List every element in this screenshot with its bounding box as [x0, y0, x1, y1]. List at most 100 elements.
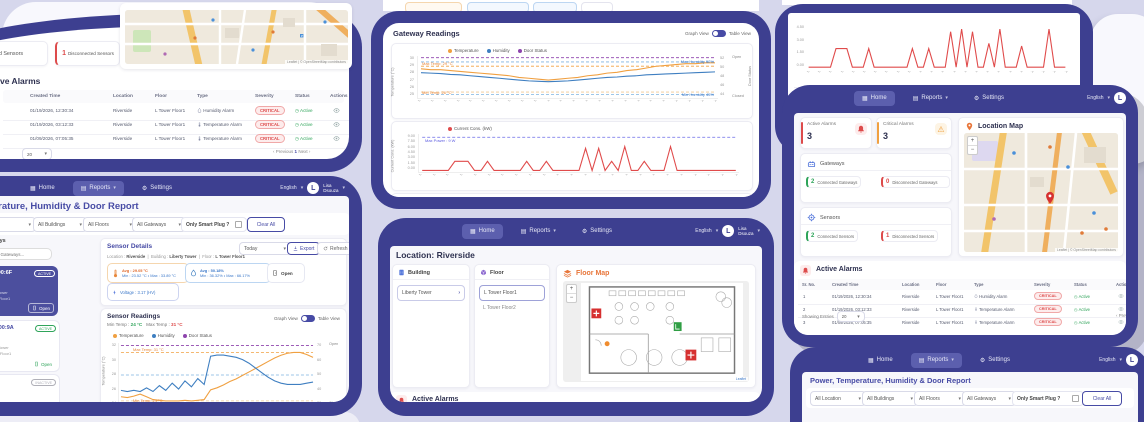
page-number[interactable]: 1 — [294, 149, 298, 154]
x-axis-tick-label: 02:00 — [443, 100, 458, 109]
chevron-down-icon: ▾ — [553, 228, 556, 234]
eye-icon[interactable] — [1118, 293, 1124, 299]
export-button[interactable]: Export — [287, 242, 321, 255]
nav-settings[interactable]: ⚙ Settings — [141, 185, 172, 192]
reports-icon: ▤ — [520, 228, 527, 235]
language-select[interactable]: English — [695, 228, 712, 234]
gateway-card[interactable]: 9:05:D0:9A ACTIVE 1:A4 Liberty Tower L T… — [0, 320, 60, 372]
smart-plug-filter[interactable]: Only Smart Plug ? — [1012, 391, 1084, 406]
eye-icon[interactable] — [333, 135, 340, 142]
x-axis-tick-label: 01:00 — [432, 174, 446, 182]
prev-button[interactable]: Previous — [275, 149, 294, 154]
cell-sr: 1 — [803, 294, 806, 299]
buildings-filter[interactable]: All Buildings ▾ — [33, 217, 87, 232]
window-dashboard: ▦ Home ▤ Reports ▾ ⚙ Settings English ▾ L Act… — [782, 85, 1138, 347]
pagination-clipped[interactable]: ‹ Previous — [1116, 313, 1126, 318]
street-map[interactable]: + − Leaflet | © OpenStreetMap contributor… — [964, 133, 1118, 252]
avatar[interactable]: L — [307, 182, 320, 194]
gateways-header: Gateways — [807, 159, 844, 168]
zoom-out-button[interactable]: − — [567, 293, 576, 302]
location-content: Location: Riverside Building Liberty Tow… — [390, 246, 762, 402]
location-filter[interactable]: All Location ▾ — [810, 391, 866, 406]
user-name[interactable]: Lisa Dsouza — [323, 183, 339, 193]
gateway-readings-content: Gateway Readings Graph View Table View Te… — [383, 23, 759, 197]
gateways-filter[interactable]: All Gateways ▾ — [132, 217, 186, 232]
nav-reports[interactable]: ▤ Reports ▾ — [910, 352, 962, 368]
clear-all-button[interactable]: Clear All — [247, 217, 285, 232]
gateway-search-input[interactable] — [0, 248, 52, 260]
street-map[interactable]: P Leaflet | © OpenStreetMap contributors — [125, 10, 348, 64]
zoom-in-button[interactable]: + — [970, 138, 975, 144]
nav-reports[interactable]: ▤ Reports ▾ — [520, 228, 556, 235]
nav-home[interactable]: ▦ Home — [854, 90, 895, 106]
buildings-filter[interactable]: All Buildings ▾ — [862, 391, 918, 406]
date-range-select[interactable]: Today ▾ — [239, 242, 291, 255]
eye-icon[interactable] — [333, 121, 340, 128]
door-open-label: Open — [732, 55, 742, 59]
eye-icon[interactable] — [1118, 319, 1124, 325]
map-zoom-control[interactable]: + − — [566, 284, 577, 303]
graph-table-toggle[interactable]: Graph View Table View — [684, 30, 751, 37]
gateway-id: 9:05:D0:6F — [0, 270, 13, 276]
language-select[interactable]: English — [280, 185, 297, 191]
gateway-card[interactable]: INACTIVE — [0, 374, 60, 402]
y-axis-tick-label: 4.50 — [407, 149, 415, 154]
refresh-button[interactable]: Refresh — [317, 242, 349, 255]
page-size-select[interactable]: 20 ▾ — [22, 148, 52, 159]
humidity-line — [421, 72, 715, 82]
thermometer-icon — [198, 122, 201, 127]
cell-floor: L Tower Floor1 — [155, 108, 186, 113]
x-axis-tick-label: 14:00 — [610, 174, 624, 182]
entries-select[interactable]: 20 ▾ — [836, 311, 865, 322]
cell-type: Humidity Alarm — [974, 294, 1007, 299]
avatar[interactable]: L — [1126, 354, 1138, 366]
floors-filter[interactable]: All Floors ▾ — [83, 217, 137, 232]
x-axis-tick-label: 00:00 — [418, 174, 432, 182]
nav-home[interactable]: ▦ Home — [868, 357, 893, 364]
view-switch[interactable] — [300, 315, 315, 322]
zoom-in-button[interactable]: + — [569, 286, 574, 292]
smart-plug-filter[interactable]: Only Smart Plug ? — [181, 217, 247, 232]
map-zoom-control[interactable]: + − — [967, 136, 978, 155]
nav-settings[interactable]: ⚙ Settings — [979, 357, 1010, 364]
bell-icon — [396, 395, 407, 402]
nav-reports[interactable]: ▤ Reports ▾ — [912, 95, 948, 102]
floor-item[interactable]: L Tower Floor2 — [483, 305, 516, 311]
gateways-filter[interactable]: All Gateways ▾ — [962, 391, 1016, 406]
nav-settings[interactable]: ⚙ Settings — [581, 228, 612, 235]
x-axis-ticks: 00:0001:0002:0003:0004:0005:0006:0007:00… — [417, 100, 717, 116]
floor-item-selected[interactable]: L Tower Floor1 — [479, 285, 545, 301]
nav-settings[interactable]: ⚙ Settings — [973, 95, 1004, 102]
zoom-out-button[interactable]: − — [968, 145, 977, 154]
floor-map-viewport[interactable]: + − — [563, 281, 749, 382]
next-button[interactable]: Next — [298, 149, 308, 154]
language-select[interactable]: English — [1087, 95, 1104, 101]
floors-filter[interactable]: All Floors ▾ — [914, 391, 966, 406]
nav-reports[interactable]: ▤ Reports ▾ — [72, 180, 124, 196]
next-arrow[interactable]: › — [308, 149, 311, 154]
top-nav: ▦ Home ▤ Reports ▾ ⚙ Settings English ▾ L Lis… — [0, 180, 349, 196]
x-axis-tick-label: 03:00 — [459, 174, 473, 182]
view-switch[interactable] — [711, 30, 726, 37]
nav-home[interactable]: ▦ Home — [462, 223, 503, 239]
prev-arrow[interactable]: ‹ — [273, 149, 275, 154]
x-axis-tick-label: 09:00 — [533, 100, 548, 109]
building-item-selected[interactable]: Liberty Tower › — [397, 285, 465, 301]
language-select[interactable]: English — [1099, 357, 1116, 363]
clear-all-button[interactable]: Clear All — [1082, 391, 1122, 406]
checkbox[interactable] — [1072, 395, 1079, 402]
gateway-card-selected[interactable]: 9:05:D0:6F ACTIVE 2:A4 Liberty Tower L T… — [0, 266, 58, 316]
location-filter[interactable]: ▾ — [0, 217, 36, 232]
col-sr: Sr. No. — [802, 282, 816, 287]
eye-icon[interactable] — [333, 107, 340, 114]
avatar[interactable]: L — [722, 225, 735, 237]
user-name[interactable]: Lisa Dsouza — [738, 226, 754, 236]
eye-icon[interactable] — [1118, 306, 1124, 312]
col-status: Status — [1074, 282, 1087, 287]
avatar[interactable]: L — [1114, 92, 1126, 104]
checkbox[interactable] — [235, 221, 242, 228]
nav-home[interactable]: ▦ Home — [30, 185, 55, 192]
reports-icon: ▤ — [918, 357, 925, 364]
graph-table-toggle[interactable]: Graph View Table View — [273, 315, 340, 322]
gateway-icon — [807, 161, 816, 168]
